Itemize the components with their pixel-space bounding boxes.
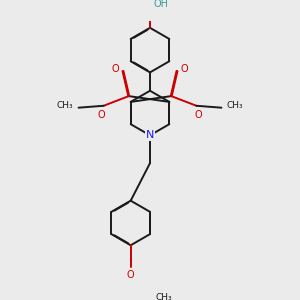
Text: O: O <box>194 110 202 120</box>
Text: CH₃: CH₃ <box>57 101 74 110</box>
Text: O: O <box>98 110 106 120</box>
Text: N: N <box>146 130 154 140</box>
Text: O: O <box>181 64 189 74</box>
Text: OH: OH <box>153 0 168 9</box>
Text: CH₃: CH₃ <box>155 293 172 300</box>
Text: O: O <box>111 64 119 74</box>
Text: O: O <box>127 270 134 280</box>
Text: CH₃: CH₃ <box>226 101 243 110</box>
